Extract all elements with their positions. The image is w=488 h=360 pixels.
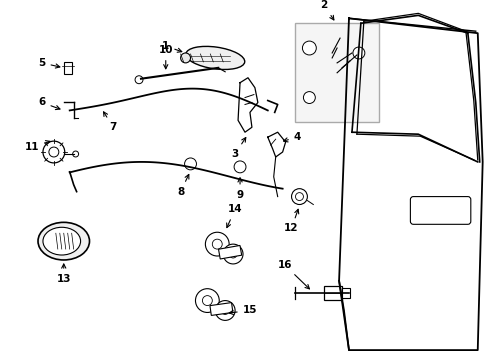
Text: 1: 1: [162, 41, 182, 52]
Ellipse shape: [38, 222, 89, 260]
Circle shape: [229, 250, 237, 258]
Circle shape: [49, 147, 59, 157]
Bar: [63, 62, 72, 74]
Circle shape: [291, 189, 307, 204]
Circle shape: [352, 47, 364, 59]
Circle shape: [234, 161, 245, 173]
Circle shape: [135, 76, 142, 84]
FancyBboxPatch shape: [409, 197, 470, 224]
Circle shape: [303, 91, 315, 103]
Bar: [341, 288, 349, 298]
Text: 7: 7: [103, 112, 117, 132]
Text: 16: 16: [277, 260, 309, 289]
Text: 10: 10: [158, 45, 173, 69]
Circle shape: [43, 141, 64, 163]
Text: 6: 6: [38, 98, 60, 109]
Circle shape: [212, 239, 222, 249]
Circle shape: [195, 289, 219, 312]
Ellipse shape: [43, 227, 81, 255]
Text: 15: 15: [229, 306, 257, 315]
Bar: [218, 246, 241, 259]
Text: 5: 5: [38, 58, 60, 68]
Text: 3: 3: [231, 138, 245, 159]
Text: 14: 14: [226, 204, 242, 228]
Text: 8: 8: [177, 175, 188, 197]
Circle shape: [302, 41, 316, 55]
Circle shape: [73, 151, 79, 157]
Text: 9: 9: [236, 178, 243, 199]
Text: 2: 2: [320, 0, 333, 20]
Circle shape: [221, 306, 229, 314]
Ellipse shape: [185, 46, 244, 69]
Circle shape: [215, 301, 235, 320]
Bar: [324, 286, 341, 300]
Bar: [294, 23, 378, 122]
Circle shape: [295, 193, 303, 201]
Text: 12: 12: [284, 209, 298, 233]
Circle shape: [202, 296, 212, 306]
Bar: [209, 303, 232, 315]
Text: 13: 13: [57, 264, 71, 284]
Circle shape: [205, 232, 229, 256]
Text: 4: 4: [283, 132, 301, 142]
Circle shape: [180, 53, 190, 63]
Text: 11: 11: [25, 141, 50, 152]
Circle shape: [223, 244, 243, 264]
Circle shape: [184, 158, 196, 170]
